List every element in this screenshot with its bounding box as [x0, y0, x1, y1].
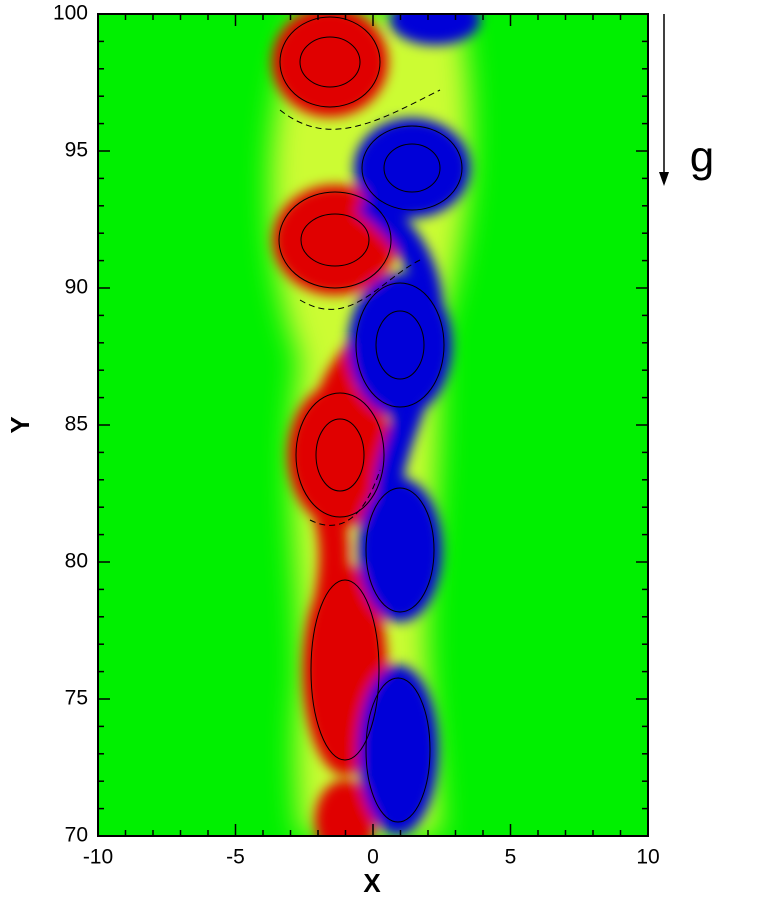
x-tick-label: -10	[83, 846, 113, 869]
x-tick-label: 5	[505, 846, 517, 869]
contour-lines	[278, 16, 463, 823]
y-tick-label: 75	[65, 687, 88, 710]
x-tick-label: 0	[367, 846, 379, 869]
gravity-arrow	[659, 14, 669, 186]
y-tick-label: 90	[65, 276, 88, 299]
x-tick-label: -5	[226, 846, 245, 869]
annotation: g	[690, 133, 714, 182]
y-axis-label: Y	[5, 416, 35, 433]
y-tick-label: 80	[65, 550, 88, 573]
x-axis-label: X	[363, 868, 381, 898]
field	[98, 14, 648, 836]
y-tick-label: 85	[65, 413, 88, 436]
axes: -10 -5 0 5 10 70 75 80 85 90 95 100	[53, 2, 660, 869]
y-tick-label: 95	[65, 139, 88, 162]
y-tick-label: 100	[53, 2, 88, 25]
x-tick-label: 10	[636, 846, 659, 869]
y-tick-label: 70	[65, 824, 88, 847]
